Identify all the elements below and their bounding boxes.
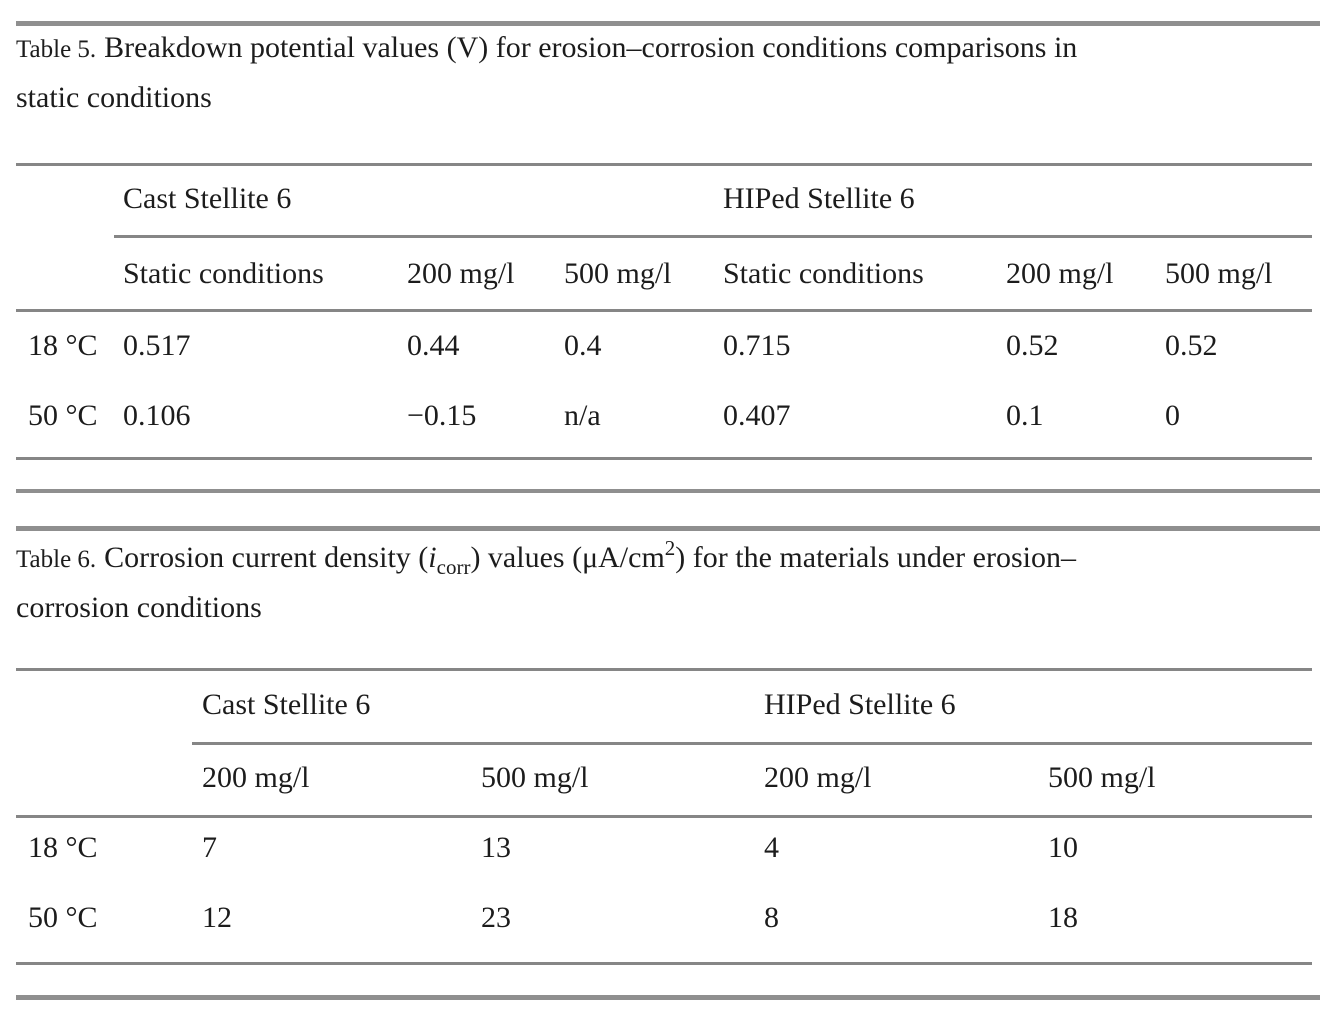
table6-cell: 12 [202, 901, 232, 934]
table5-cell: 0.52 [1165, 329, 1218, 362]
table5-caption-line1: Table 5. Breakdown potential values (V) f… [16, 33, 1077, 65]
table5-col-header: 500 mg/l [564, 257, 672, 290]
table5-group-rule [114, 235, 1312, 238]
table5-end-bar [16, 489, 1320, 493]
table6-caption-line1: Table 6. Corrosion current density (icorr… [16, 536, 1076, 579]
table5-caption-label: Table 5. [16, 36, 97, 63]
table6-group-header-hiped: HIPed Stellite 6 [764, 688, 956, 721]
table5-col-header: 500 mg/l [1165, 257, 1273, 290]
table6-cell: 7 [202, 831, 217, 864]
table6-cell: 10 [1048, 831, 1078, 864]
table5-cell: 0.44 [407, 329, 460, 362]
table6-cell: 8 [764, 901, 779, 934]
table5-group-header-hiped: HIPed Stellite 6 [723, 182, 915, 215]
table5-cell: 0.4 [564, 329, 602, 362]
table6-bottom-rule [16, 962, 1312, 965]
table6-col-header: 200 mg/l [202, 761, 310, 794]
table6-group-header-cast: Cast Stellite 6 [202, 688, 371, 721]
table6-col-header: 500 mg/l [1048, 761, 1156, 794]
table6-body-rule [16, 815, 1312, 818]
table5-cell: 0.52 [1006, 329, 1059, 362]
table6-caption-label: Table 6. [16, 546, 97, 573]
table5-col-header: Static conditions [723, 257, 924, 290]
table5-cell: 0.715 [723, 329, 791, 362]
table6-col-header: 200 mg/l [764, 761, 872, 794]
table6-cell: 18 [1048, 901, 1078, 934]
table5-cell: 0.517 [123, 329, 191, 362]
table5-cell: 0.407 [723, 399, 791, 432]
table6-col-header: 500 mg/l [481, 761, 589, 794]
table5-cell: n/a [564, 399, 601, 432]
icorr-symbol: i [428, 541, 437, 574]
table6-row-label: 18 °C [28, 831, 98, 864]
table5-cell: −0.15 [407, 399, 477, 432]
table5-cell: 0.106 [123, 399, 191, 432]
cm-squared-superscript: 2 [664, 536, 676, 560]
table6-cell: 23 [481, 901, 511, 934]
table5-bottom-rule [16, 457, 1312, 460]
table5-caption-text: Breakdown potential values (V) for erosi… [104, 31, 1078, 64]
table6-top-bar [16, 526, 1320, 531]
table6-row-label: 50 °C [28, 901, 98, 934]
table5-row-label: 50 °C [28, 399, 98, 432]
table6-caption-text: Corrosion current density (icorr) values… [104, 536, 1076, 579]
table6-end-bar [16, 995, 1320, 1000]
table5-caption-line2: static conditions [16, 81, 212, 114]
table5-group-header-cast: Cast Stellite 6 [123, 182, 292, 215]
table6-cell: 13 [481, 831, 511, 864]
table5-top-bar [16, 21, 1320, 26]
table5-body-rule [16, 309, 1312, 312]
table5-row-label: 18 °C [28, 329, 98, 362]
table6-group-rule [192, 742, 1312, 745]
table5-cell: 0.1 [1006, 399, 1044, 432]
table5-cell: 0 [1165, 399, 1180, 432]
table5-col-header: 200 mg/l [407, 257, 515, 290]
table5-col-header: Static conditions [123, 257, 324, 290]
table6-caption-line2: corrosion conditions [16, 591, 262, 624]
table5-head-rule [16, 163, 1312, 166]
table5-col-header: 200 mg/l [1006, 257, 1114, 290]
table6-cell: 4 [764, 831, 779, 864]
icorr-subscript: corr [436, 555, 471, 579]
table6-head-rule [16, 668, 1312, 671]
